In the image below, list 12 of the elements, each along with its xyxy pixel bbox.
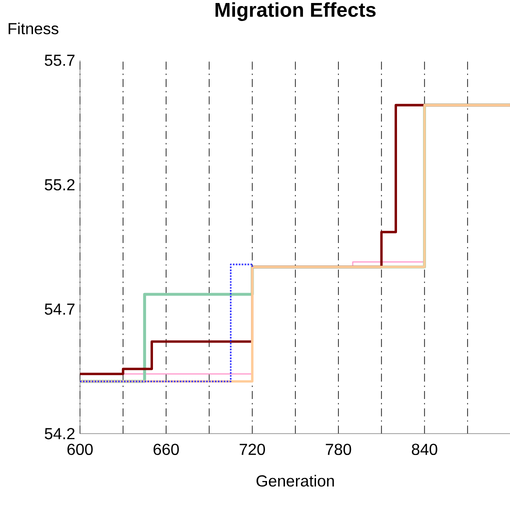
x-tick-label: 600	[67, 444, 93, 456]
y-tick-label: 54.7	[44, 304, 74, 315]
y-tick-label: 54.2	[44, 428, 74, 440]
y-tick-label: 55.2	[44, 179, 74, 190]
y-tick-label: 55.7	[44, 54, 74, 66]
y-axis-title: Fitness	[8, 22, 58, 34]
x-axis-title: Generation	[256, 474, 334, 487]
chart-title: Migration Effects	[216, 2, 376, 21]
x-tick-label: 720	[240, 444, 265, 456]
x-tick-label: 840	[412, 444, 438, 456]
x-tick-label: 780	[326, 444, 352, 456]
x-tick-label: 660	[154, 444, 179, 456]
